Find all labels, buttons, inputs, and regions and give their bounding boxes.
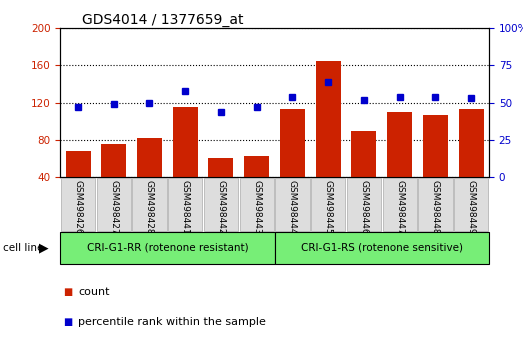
FancyBboxPatch shape	[454, 178, 488, 231]
Text: GDS4014 / 1377659_at: GDS4014 / 1377659_at	[82, 13, 243, 27]
Text: ■: ■	[63, 287, 72, 297]
Text: ■: ■	[63, 317, 72, 327]
FancyBboxPatch shape	[97, 178, 131, 231]
Text: count: count	[78, 287, 110, 297]
Text: CRI-G1-RR (rotenone resistant): CRI-G1-RR (rotenone resistant)	[86, 243, 248, 253]
Bar	[351, 131, 377, 214]
Text: cell line: cell line	[3, 243, 43, 253]
FancyBboxPatch shape	[382, 178, 417, 231]
Bar	[280, 109, 305, 214]
FancyBboxPatch shape	[168, 178, 202, 231]
Text: GSM498443: GSM498443	[252, 180, 261, 234]
FancyBboxPatch shape	[347, 178, 381, 231]
Text: GSM498428: GSM498428	[145, 180, 154, 234]
Text: GSM498426: GSM498426	[74, 180, 83, 234]
Text: GSM498449: GSM498449	[467, 180, 475, 234]
Bar	[244, 156, 269, 214]
Bar	[173, 107, 198, 214]
Bar	[459, 109, 484, 214]
Bar	[387, 112, 412, 214]
Bar	[316, 61, 340, 214]
Text: GSM498448: GSM498448	[431, 180, 440, 234]
FancyBboxPatch shape	[132, 178, 167, 231]
FancyBboxPatch shape	[204, 178, 238, 231]
FancyBboxPatch shape	[311, 178, 345, 231]
Bar	[101, 144, 126, 214]
Text: GSM498447: GSM498447	[395, 180, 404, 234]
FancyBboxPatch shape	[275, 232, 489, 264]
FancyBboxPatch shape	[61, 178, 95, 231]
Text: GSM498444: GSM498444	[288, 180, 297, 234]
Text: GSM498445: GSM498445	[324, 180, 333, 234]
Bar	[137, 138, 162, 214]
FancyBboxPatch shape	[418, 178, 452, 231]
Text: percentile rank within the sample: percentile rank within the sample	[78, 317, 266, 327]
Bar	[65, 151, 90, 214]
Text: CRI-G1-RS (rotenone sensitive): CRI-G1-RS (rotenone sensitive)	[301, 243, 463, 253]
Text: GSM498446: GSM498446	[359, 180, 368, 234]
FancyBboxPatch shape	[275, 178, 310, 231]
FancyBboxPatch shape	[240, 178, 274, 231]
Text: GSM498427: GSM498427	[109, 180, 118, 234]
Text: GSM498442: GSM498442	[217, 180, 225, 234]
Bar	[423, 115, 448, 214]
Text: GSM498441: GSM498441	[181, 180, 190, 234]
Text: ▶: ▶	[39, 241, 48, 254]
Bar	[209, 159, 233, 214]
FancyBboxPatch shape	[60, 232, 275, 264]
